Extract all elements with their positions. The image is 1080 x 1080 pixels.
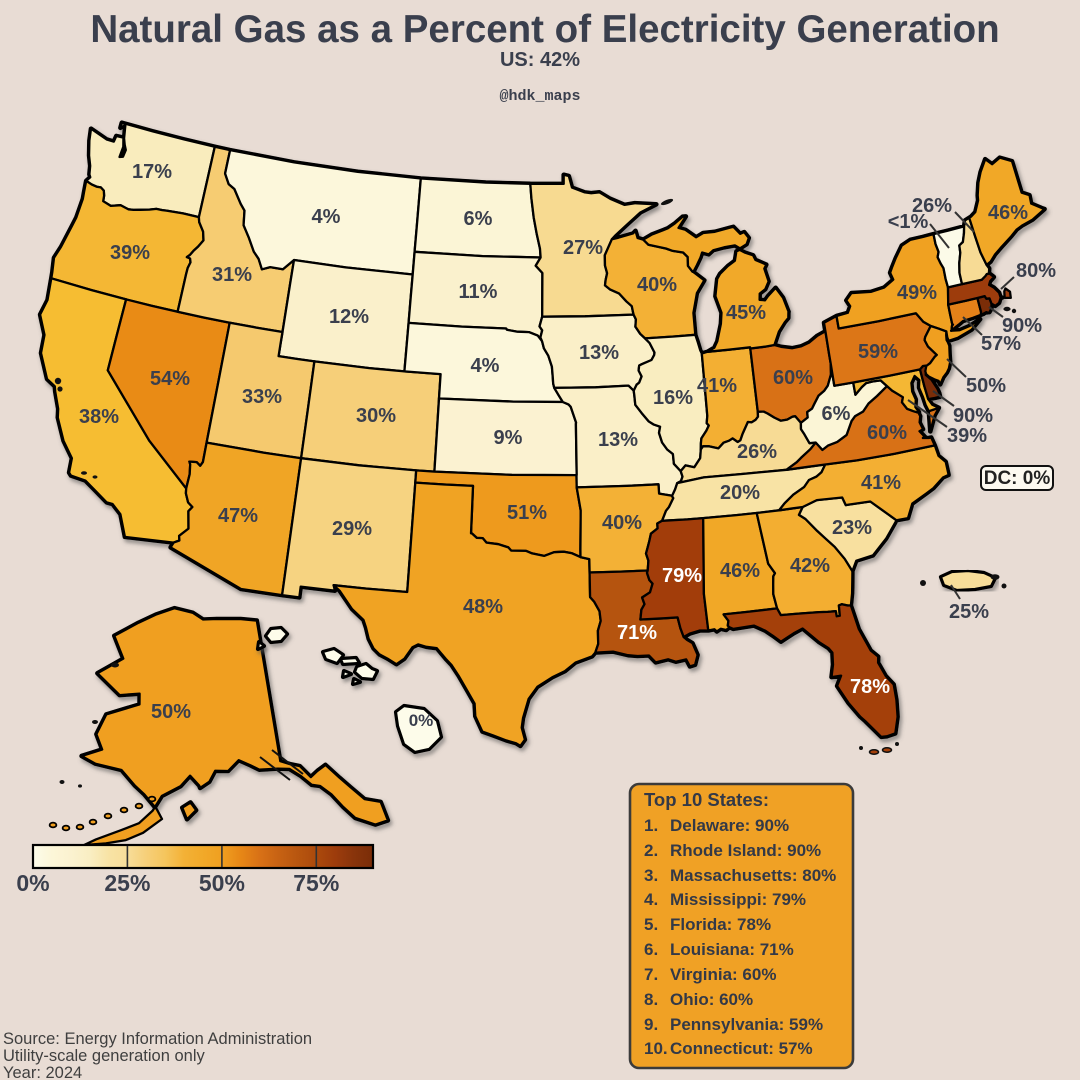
svg-text:20%: 20%: [720, 482, 760, 504]
svg-text:42%: 42%: [790, 555, 830, 577]
svg-text:Connecticut: 57%: Connecticut: 57%: [670, 1039, 813, 1058]
svg-text:48%: 48%: [463, 596, 503, 618]
svg-text:<1%: <1%: [888, 211, 929, 233]
svg-text:29%: 29%: [332, 518, 372, 540]
svg-text:39%: 39%: [947, 425, 987, 447]
svg-text:46%: 46%: [988, 202, 1028, 224]
svg-text:51%: 51%: [507, 502, 547, 524]
svg-text:2.: 2.: [644, 841, 658, 860]
svg-text:31%: 31%: [212, 264, 252, 286]
svg-text:Pennsylvania: 59%: Pennsylvania: 59%: [670, 1015, 823, 1034]
svg-text:6%: 6%: [464, 208, 493, 230]
svg-text:8.: 8.: [644, 990, 658, 1009]
svg-text:30%: 30%: [356, 405, 396, 427]
svg-text:13%: 13%: [579, 342, 619, 364]
svg-text:4%: 4%: [471, 355, 500, 377]
svg-text:1.: 1.: [644, 816, 658, 835]
svg-text:0%: 0%: [409, 711, 434, 730]
svg-text:45%: 45%: [726, 302, 766, 324]
svg-text:41%: 41%: [697, 375, 737, 397]
svg-text:78%: 78%: [850, 676, 890, 698]
svg-text:39%: 39%: [110, 242, 150, 264]
svg-text:7.: 7.: [644, 965, 658, 984]
svg-text:25%: 25%: [949, 601, 989, 623]
svg-text:16%: 16%: [653, 387, 693, 409]
svg-text:6%: 6%: [822, 403, 851, 425]
svg-text:27%: 27%: [563, 237, 603, 259]
svg-text:Rhode Island: 90%: Rhode Island: 90%: [670, 841, 821, 860]
svg-text:3.: 3.: [644, 866, 658, 885]
svg-text:33%: 33%: [242, 386, 282, 408]
svg-text:90%: 90%: [1002, 315, 1042, 337]
svg-text:4.: 4.: [644, 890, 658, 909]
svg-text:40%: 40%: [637, 274, 677, 296]
svg-text:Delaware: 90%: Delaware: 90%: [670, 816, 789, 835]
svg-text:9.: 9.: [644, 1015, 658, 1034]
svg-text:90%: 90%: [953, 405, 993, 427]
svg-text:10.: 10.: [644, 1039, 668, 1058]
svg-text:75%: 75%: [293, 870, 339, 896]
svg-text:Virginia: 60%: Virginia: 60%: [670, 965, 776, 984]
svg-text:41%: 41%: [861, 472, 901, 494]
svg-text:Florida: 78%: Florida: 78%: [670, 915, 771, 934]
svg-text:6.: 6.: [644, 940, 658, 959]
svg-text:50%: 50%: [199, 870, 245, 896]
svg-text:Ohio: 60%: Ohio: 60%: [670, 990, 753, 1009]
svg-text:59%: 59%: [858, 341, 898, 363]
svg-text:17%: 17%: [132, 161, 172, 183]
svg-text:54%: 54%: [150, 368, 190, 390]
svg-text:Top 10 States:: Top 10 States:: [644, 789, 769, 810]
svg-text:9%: 9%: [494, 427, 523, 449]
svg-text:11%: 11%: [459, 281, 498, 303]
svg-text:49%: 49%: [897, 282, 937, 304]
svg-text:0%: 0%: [16, 870, 49, 896]
svg-text:5.: 5.: [644, 915, 658, 934]
svg-text:13%: 13%: [598, 429, 638, 451]
svg-text:Massachusetts: 80%: Massachusetts: 80%: [670, 866, 836, 885]
svg-text:71%: 71%: [617, 622, 657, 644]
svg-text:25%: 25%: [104, 870, 150, 896]
svg-text:57%: 57%: [981, 333, 1021, 355]
svg-text:4%: 4%: [312, 206, 341, 228]
svg-text:Mississippi: 79%: Mississippi: 79%: [670, 890, 806, 909]
svg-text:DC: 0%: DC: 0%: [984, 468, 1051, 489]
svg-text:79%: 79%: [662, 565, 702, 587]
svg-text:26%: 26%: [912, 195, 952, 217]
svg-text:Louisiana: 71%: Louisiana: 71%: [670, 940, 794, 959]
svg-text:23%: 23%: [832, 517, 872, 539]
svg-text:50%: 50%: [966, 375, 1006, 397]
svg-text:50%: 50%: [151, 701, 191, 723]
svg-text:80%: 80%: [1016, 260, 1056, 282]
svg-text:40%: 40%: [602, 512, 642, 534]
svg-text:12%: 12%: [329, 306, 369, 328]
svg-text:38%: 38%: [79, 406, 119, 428]
svg-text:60%: 60%: [867, 422, 907, 444]
svg-text:26%: 26%: [737, 441, 777, 463]
svg-text:46%: 46%: [720, 560, 760, 582]
svg-text:47%: 47%: [218, 505, 258, 527]
svg-text:60%: 60%: [773, 367, 813, 389]
